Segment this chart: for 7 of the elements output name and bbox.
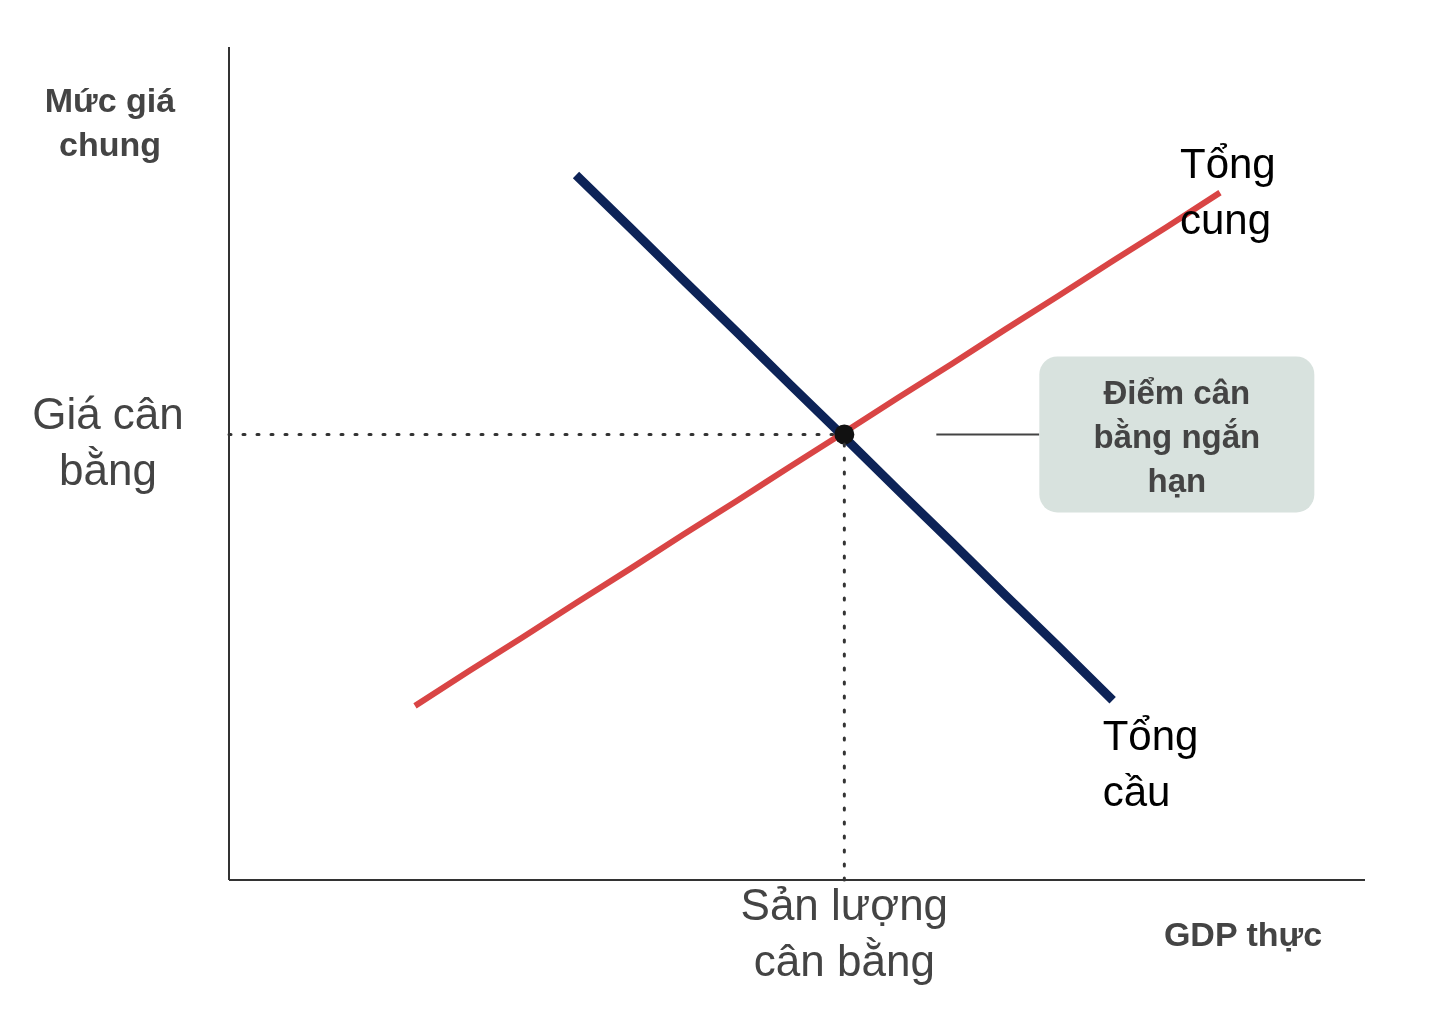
annotation: Điểm cân bằng ngắn hạn [1093, 374, 1261, 500]
x-axis-title: GDP thực [1163, 915, 1323, 953]
series-label: Tổng cung [1180, 139, 1276, 243]
annotation: Sản lượng cân bằng [740, 880, 949, 985]
text: Mức giá chung [44, 81, 176, 163]
ref-line-label: Giá cân bằng [32, 389, 184, 495]
series-label: Tổng cầu [1102, 712, 1199, 816]
